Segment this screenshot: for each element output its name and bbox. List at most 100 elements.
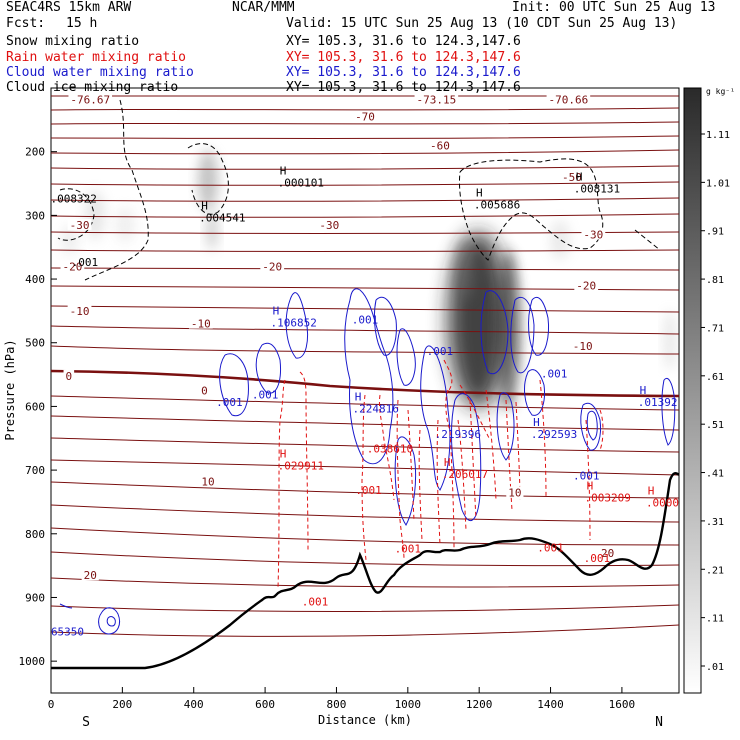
x-tick-label: 0 [48,698,55,711]
max-value-label: .004541 [199,211,245,224]
field-xy-cloud-water: XY= 105.3, 31.6 to 124.3,147.6 [286,65,521,80]
temp-label: -30 [70,219,90,232]
x-tick-label: 200 [112,698,132,711]
max-value-label: .000101 [278,176,324,189]
center-title: NCAR/MMM [232,0,295,15]
max-marker-letter: H [640,384,647,397]
colorbar-label: .81 [706,275,724,286]
colorbar-label: .91 [706,227,724,238]
y-axis-ticks: 200 300 400 500 600 700 800 900 1000 [19,146,57,668]
max-value-label: .0000 [646,497,679,510]
temp-label: -76.67 [70,93,110,106]
max-marker-letter: H [587,480,594,493]
x-tick-label: 800 [327,698,347,711]
max-value-label: 65350 [51,625,84,638]
temp-label-bg [199,384,210,396]
plot-frame [50,87,680,694]
max-value-label: .001 [541,367,568,380]
x-tick-label: 1000 [395,698,422,711]
x-axis-label: Distance (km) [318,713,412,727]
colorbar-label: .41 [706,469,724,480]
temperature-labels: -76.67 -73.15 -70.66 -70 -60 -50 -30 -30 -30 -20 -… [60,93,617,582]
temp-label-bg [199,475,217,487]
temp-label-bg [67,304,92,316]
field-name-cloud-water: Cloud water mixing ratio [6,65,194,80]
temp-label-bg [260,260,285,272]
temp-label-bg [570,339,595,351]
colorbar [683,87,702,694]
temp-label: 10 [508,486,521,499]
temp-label-bg [81,569,99,581]
colorbar-unit: g kg⁻¹ [706,87,735,96]
temp-label-bg [63,369,75,381]
temp-label: -60 [430,139,450,152]
max-value-label: .001 [427,345,454,358]
y-tick-label: 200 [25,146,45,159]
temp-label-bg [546,93,591,105]
max-marker-letter: H [280,448,287,461]
x-axis-ticks: 0 200 400 600 800 1000 1200 1400 1600 [48,687,635,711]
temp-label: -20 [576,279,596,292]
max-value-label: .001 [573,469,600,482]
x-tick-label: 400 [184,698,204,711]
y-tick-label: 1000 [19,655,46,668]
y-tick-label: 400 [25,273,45,286]
temp-label-bg [68,93,113,105]
temp-label-bg [560,171,584,183]
max-value-label: .206017 [442,468,488,481]
direction-south: S [82,715,90,730]
max-marker-letter: H [280,164,287,177]
max-value-label: .224816 [353,402,399,415]
x-tick-label: 600 [255,698,275,711]
temp-label-bg [188,317,213,329]
colorbar-label: .61 [706,372,724,383]
max-value-label: .038610 [367,443,413,456]
max-value-label: .008131 [574,183,620,196]
field-name-snow: Snow mixing ratio [6,34,140,49]
temp-label-bg [428,139,452,151]
max-value-label: .001 [302,595,329,608]
max-value-label: .003209 [584,492,630,505]
temp-label: -10 [70,305,90,318]
temp-label: -30 [583,228,603,241]
max-value-label: .001 [395,543,422,556]
max-value-label: .001 [252,388,279,401]
temp-label: -73.15 [416,93,456,106]
temp-label: -10 [573,340,593,353]
x-tick-label: 1600 [609,698,636,711]
colorbar-label: .21 [706,565,724,576]
max-value-label: .001 [355,484,382,497]
max-value-label: .005686 [474,199,520,212]
y-tick-label: 900 [25,591,45,604]
field-xy-snow: XY= 105.3, 31.6 to 124.3,147.6 [286,34,521,49]
max-marker-letter: H [273,304,280,317]
max-marker-letter: H [648,485,655,498]
temp-label: 20 [84,569,97,582]
temp-label-bg [506,486,524,498]
forecast-value: 15 h [66,16,98,31]
y-tick-label: 600 [25,400,45,413]
y-tick-label: 700 [25,464,45,477]
temp-label-bg [317,218,342,230]
y-tick-label: 800 [25,528,45,541]
temp-label: 0 [66,370,73,383]
colorbar-label: .71 [706,323,724,334]
max-value-label: .01392 [638,396,678,409]
colorbar-label: 1.11 [706,130,730,141]
field-max-labels: .008322H.004541H.000101H.005686H.008131.… [51,164,680,638]
temp-label-bg [414,93,459,105]
temp-label: -20 [62,260,82,273]
forecast-label: Fcst: [6,16,46,31]
colorbar-label: .51 [706,420,724,431]
field-xy-rain: XY= 105.3, 31.6 to 124.3,147.6 [286,50,521,65]
temp-label-bg [599,546,617,558]
snow-shading [62,150,676,410]
init-time: Init: 00 UTC Sun 25 Aug 13 [512,0,716,15]
temp-label: -30 [319,219,339,232]
x-tick-label: 1200 [466,698,493,711]
temp-label: -50 [562,171,582,184]
max-marker-letter: H [576,171,583,184]
colorbar-label: .01 [706,662,724,673]
colorbar-label: 1.01 [706,178,730,189]
